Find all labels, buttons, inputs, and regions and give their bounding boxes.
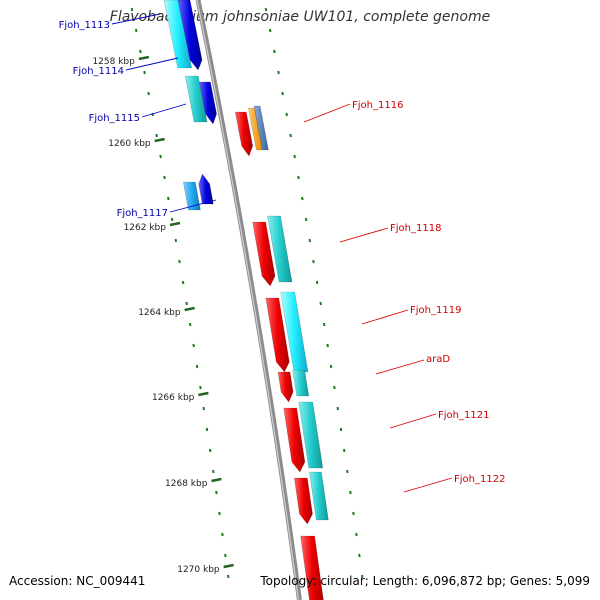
gene-label-left[interactable]: Fjoh_1113 xyxy=(59,20,110,31)
kbp-major-tick xyxy=(169,221,181,227)
outer-tick-ring xyxy=(264,7,364,579)
backbone-highlight xyxy=(196,0,299,600)
gene-fjoh-1114[interactable] xyxy=(199,81,217,125)
tick-dot xyxy=(130,7,134,12)
gene-label-right[interactable]: Fjoh_1116 xyxy=(352,100,403,111)
kbp-major-tick xyxy=(211,477,222,483)
gene-fjoh-1121[interactable] xyxy=(283,407,306,473)
gene-fjoh-1116[interactable] xyxy=(234,111,254,157)
tick-dot xyxy=(174,238,178,243)
kbp-label: 1258 kbp xyxy=(92,57,135,67)
gene-label-right[interactable]: Fjoh_1119 xyxy=(410,305,461,316)
tick-dot xyxy=(308,238,312,243)
tick-dot xyxy=(147,91,150,96)
tick-dot xyxy=(312,259,315,264)
topology-label: Topology: circular; Length: 6,096,872 bp… xyxy=(260,574,590,588)
tick-dot xyxy=(304,217,308,222)
kbp-major-tick xyxy=(198,391,209,397)
kbp-label: 1266 kbp xyxy=(152,393,195,403)
cog-feature[interactable] xyxy=(253,105,269,151)
gene-leader-line xyxy=(361,309,409,325)
gene-label-left[interactable]: Fjoh_1114 xyxy=(73,66,124,77)
tick-dot xyxy=(285,112,288,117)
inner-tick-ring xyxy=(130,7,230,579)
tick-dot xyxy=(155,133,158,138)
tick-dot xyxy=(293,154,296,159)
kbp-label: 1268 kbp xyxy=(165,479,208,489)
tick-dot xyxy=(301,196,304,201)
tick-dot xyxy=(281,91,284,96)
cog-feature[interactable] xyxy=(184,75,208,123)
cog-feature[interactable] xyxy=(309,471,329,521)
tick-dot xyxy=(277,70,280,75)
tick-dot xyxy=(319,301,322,306)
map-title: Flavobacterium johnsoniae UW101, complet… xyxy=(109,9,491,25)
kbp-major-tick xyxy=(184,306,195,312)
gene-label-right[interactable]: araD xyxy=(426,354,450,365)
backbone-line xyxy=(195,0,302,600)
gene-leader-line xyxy=(403,477,453,493)
kbp-major-tick xyxy=(154,137,165,143)
tick-dot xyxy=(167,196,170,201)
tick-dot xyxy=(163,175,166,180)
kbp-major-tick xyxy=(138,55,150,61)
gene-fjoh-1113[interactable] xyxy=(177,0,203,71)
tick-dot xyxy=(185,301,188,306)
tick-dot xyxy=(143,70,146,75)
tick-dot xyxy=(159,154,162,159)
kbp-major-tick xyxy=(223,563,234,569)
kbp-label: 1270 kbp xyxy=(177,565,220,575)
gene-label-right[interactable]: Fjoh_1118 xyxy=(390,223,441,234)
tick-dot xyxy=(139,49,142,54)
gene-leader-line xyxy=(111,13,161,25)
kbp-label: 1264 kbp xyxy=(138,308,181,318)
gene-fjoh-1122[interactable] xyxy=(293,477,313,525)
gene-arad[interactable] xyxy=(277,371,294,403)
gene-leader-line xyxy=(303,103,351,123)
gene-fjoh-1117[interactable] xyxy=(198,173,214,205)
gene-label-right[interactable]: Fjoh_1122 xyxy=(454,474,505,485)
tick-dot xyxy=(297,175,300,180)
tick-dot xyxy=(268,28,272,33)
tick-dot xyxy=(315,280,319,285)
tick-dot xyxy=(181,280,185,285)
gene-label-left[interactable]: Fjoh_1115 xyxy=(89,113,140,124)
gene-label-right[interactable]: Fjoh_1121 xyxy=(438,410,489,421)
tick-dot xyxy=(264,7,268,12)
cog-feature[interactable] xyxy=(267,215,293,283)
tick-dot xyxy=(170,217,174,222)
tick-dot xyxy=(273,49,276,54)
kbp-label: 1260 kbp xyxy=(108,139,151,149)
gene-leader-line xyxy=(339,227,389,243)
gene-leader-line xyxy=(169,199,217,213)
tick-dot xyxy=(134,28,138,33)
gene-leader-line xyxy=(389,413,437,429)
cog-feature[interactable] xyxy=(298,401,324,469)
cog-feature[interactable] xyxy=(182,181,201,211)
tick-dot xyxy=(289,133,292,138)
cog-feature[interactable] xyxy=(280,291,309,373)
cog-feature[interactable] xyxy=(163,0,193,69)
gene-leader-line xyxy=(375,359,425,375)
gene-next[interactable] xyxy=(300,535,324,600)
gene-leader-line xyxy=(141,103,187,118)
kbp-label: 1262 kbp xyxy=(124,223,167,233)
tick-dot xyxy=(178,259,181,264)
accession-label: Accession: NC_009441 xyxy=(9,574,146,588)
gene-fjoh-1119[interactable] xyxy=(265,297,290,373)
gene-fjoh-1118[interactable] xyxy=(252,221,276,287)
cog-feature[interactable] xyxy=(292,369,310,397)
gene-leader-line xyxy=(125,57,179,71)
gene-label-left[interactable]: Fjoh_1117 xyxy=(117,208,168,219)
